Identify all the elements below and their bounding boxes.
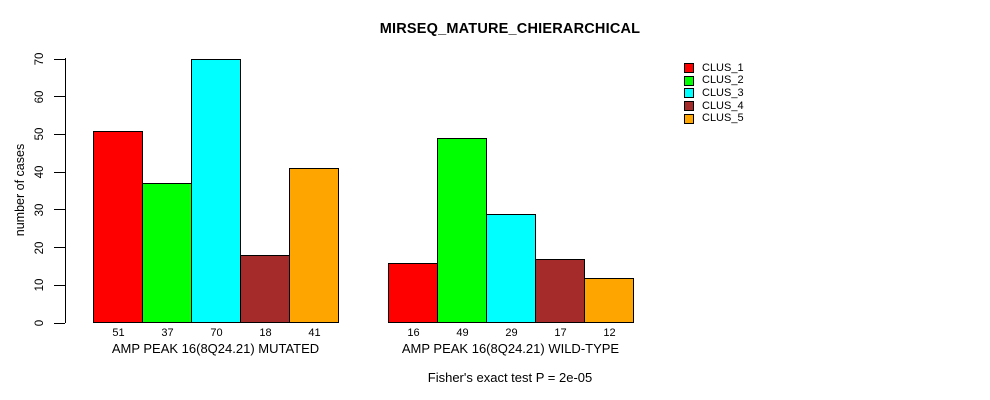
legend-swatch-clus_3 bbox=[684, 88, 694, 99]
legend-swatch-clus_5 bbox=[684, 113, 694, 124]
legend-item: CLUS_5 bbox=[684, 112, 744, 125]
bar-value-label: 18 bbox=[259, 327, 272, 339]
bar-clus_3 bbox=[191, 59, 241, 323]
y-tick-label: 0 bbox=[34, 319, 46, 327]
y-axis-line bbox=[65, 58, 66, 323]
bar-value-label: 37 bbox=[161, 327, 174, 339]
legend-item: CLUS_3 bbox=[684, 87, 744, 100]
bar-clus_1 bbox=[93, 130, 143, 323]
bar-value-label: 16 bbox=[407, 327, 420, 339]
y-tick-label: 40 bbox=[34, 165, 46, 179]
y-tick-mark bbox=[54, 133, 65, 135]
y-tick-label: 20 bbox=[34, 241, 46, 254]
bar-value-label: 70 bbox=[210, 327, 223, 339]
y-tick-label: 60 bbox=[34, 90, 46, 104]
legend-item: CLUS_1 bbox=[684, 62, 744, 75]
chart-title: MIRSEQ_MATURE_CHIERARCHICAL bbox=[379, 21, 641, 37]
y-tick-label: 70 bbox=[34, 52, 46, 66]
y-tick-label: 50 bbox=[34, 128, 46, 141]
legend-swatch-clus_4 bbox=[684, 101, 694, 112]
bar-value-label: 29 bbox=[505, 327, 518, 339]
legend-label: CLUS_2 bbox=[702, 74, 744, 87]
bar-value-label: 17 bbox=[554, 327, 567, 339]
y-tick-mark bbox=[54, 96, 65, 98]
legend-item: CLUS_4 bbox=[684, 100, 744, 113]
group-label: AMP PEAK 16(8Q24.21) MUTATED bbox=[111, 341, 320, 356]
bar-clus_5 bbox=[289, 168, 339, 323]
legend-swatch-clus_2 bbox=[684, 75, 694, 86]
y-tick-mark bbox=[54, 284, 65, 286]
legend-label: CLUS_5 bbox=[702, 112, 744, 125]
y-tick-label: 10 bbox=[34, 278, 46, 292]
bar-value-label: 12 bbox=[603, 327, 616, 339]
legend-label: CLUS_1 bbox=[702, 61, 744, 74]
y-tick-mark bbox=[54, 171, 65, 173]
legend: CLUS_1 CLUS_2 CLUS_3 CLUS_4 CLUS_5 bbox=[684, 62, 744, 125]
legend-label: CLUS_3 bbox=[702, 86, 744, 99]
y-axis-label: number of cases bbox=[13, 143, 27, 237]
bar-clus_5 bbox=[584, 277, 634, 323]
y-tick-mark bbox=[54, 58, 65, 60]
bar-clus_4 bbox=[535, 258, 585, 323]
legend-item: CLUS_2 bbox=[684, 75, 744, 88]
group-label: AMP PEAK 16(8Q24.21) WILD-TYPE bbox=[401, 341, 620, 356]
bar-value-label: 41 bbox=[308, 327, 321, 339]
bar-clus_3 bbox=[486, 213, 536, 323]
bar-clus_2 bbox=[437, 138, 487, 323]
bar-value-label: 51 bbox=[112, 327, 125, 339]
y-tick-label: 30 bbox=[34, 203, 46, 217]
bar-value-label: 49 bbox=[456, 327, 469, 339]
bar-clus_2 bbox=[142, 183, 192, 323]
y-tick-mark bbox=[54, 247, 65, 249]
bar-clus_1 bbox=[388, 262, 438, 323]
y-tick-mark bbox=[54, 209, 65, 211]
legend-swatch-clus_1 bbox=[684, 63, 694, 74]
fisher-test-note: Fisher's exact test P = 2e-05 bbox=[427, 370, 593, 385]
y-tick-mark bbox=[54, 322, 65, 324]
legend-label: CLUS_4 bbox=[702, 99, 744, 112]
bar-clus_4 bbox=[240, 255, 290, 323]
